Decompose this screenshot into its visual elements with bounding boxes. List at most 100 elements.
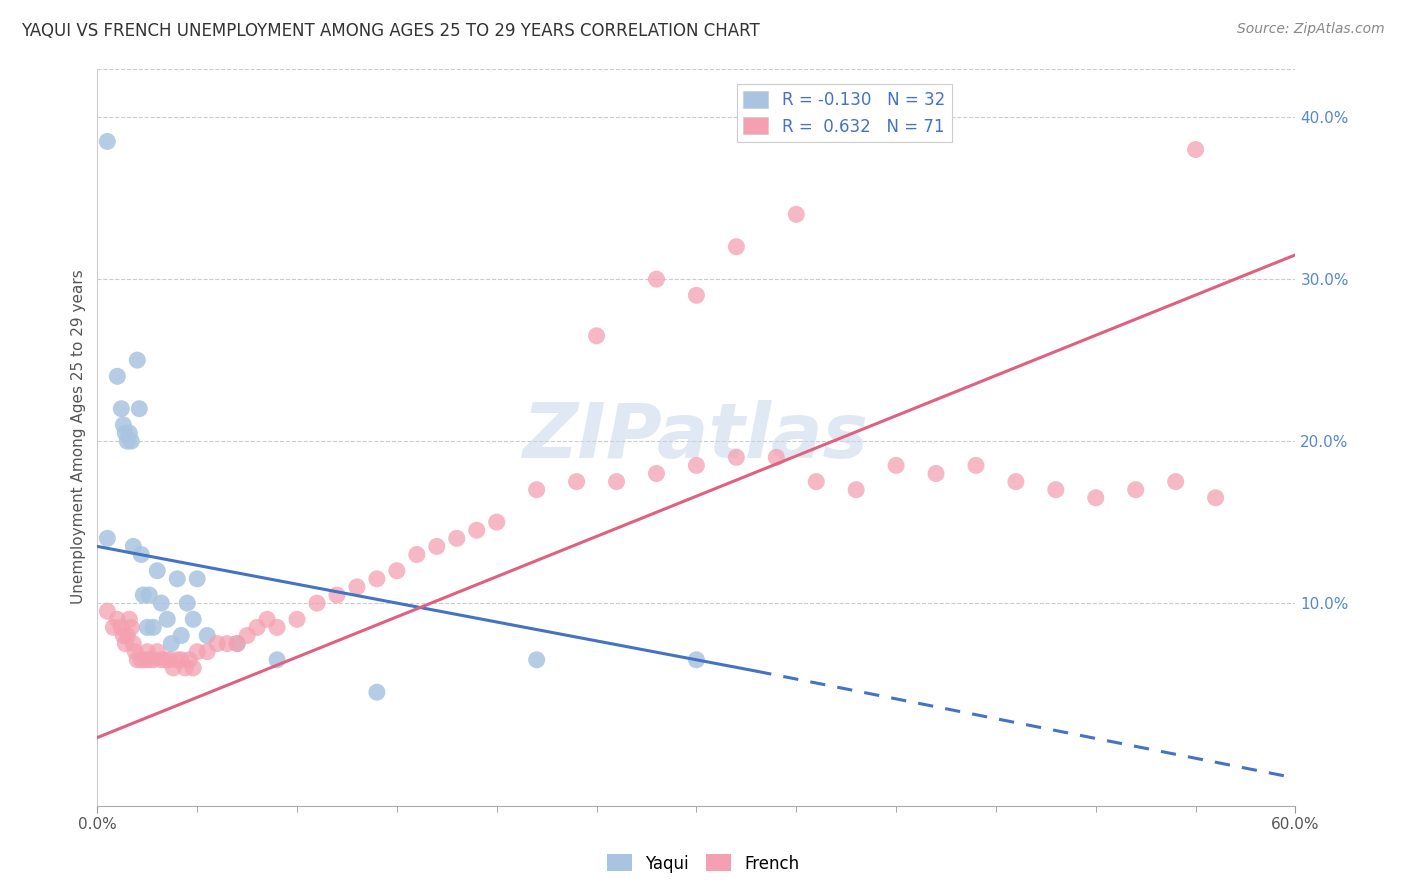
Point xyxy=(129,653,152,667)
Legend: R = -0.130   N = 32, R =  0.632   N = 71: R = -0.130 N = 32, R = 0.632 N = 71 xyxy=(737,84,952,142)
Point xyxy=(346,580,368,594)
Point xyxy=(526,483,548,497)
Point xyxy=(136,645,159,659)
Text: YAQUI VS FRENCH UNEMPLOYMENT AMONG AGES 25 TO 29 YEARS CORRELATION CHART: YAQUI VS FRENCH UNEMPLOYMENT AMONG AGES … xyxy=(21,22,759,40)
Point xyxy=(105,369,128,384)
Point xyxy=(181,612,204,626)
Point xyxy=(1205,491,1227,505)
Point xyxy=(405,548,427,562)
Point xyxy=(884,458,907,473)
Point xyxy=(526,653,548,667)
Point xyxy=(166,572,188,586)
Text: ZIPatlas: ZIPatlas xyxy=(523,400,869,474)
Text: Source: ZipAtlas.com: Source: ZipAtlas.com xyxy=(1237,22,1385,37)
Point xyxy=(96,531,118,545)
Point xyxy=(146,564,169,578)
Point xyxy=(118,425,141,440)
Point xyxy=(160,637,183,651)
Point xyxy=(606,475,628,489)
Point xyxy=(146,645,169,659)
Point xyxy=(136,620,159,634)
Point xyxy=(226,637,249,651)
Point xyxy=(426,540,449,554)
Point xyxy=(110,401,132,416)
Point xyxy=(645,467,668,481)
Point xyxy=(446,531,468,545)
Point xyxy=(122,540,145,554)
Point xyxy=(485,515,508,529)
Point xyxy=(765,450,787,465)
Point xyxy=(305,596,328,610)
Point xyxy=(236,628,259,642)
Point xyxy=(132,588,155,602)
Point xyxy=(118,612,141,626)
Point xyxy=(385,564,408,578)
Point xyxy=(96,604,118,618)
Point xyxy=(120,620,142,634)
Point xyxy=(120,434,142,449)
Point xyxy=(179,653,201,667)
Point xyxy=(1125,483,1147,497)
Point xyxy=(217,637,239,651)
Point xyxy=(186,645,208,659)
Point xyxy=(166,653,188,667)
Legend: Yaqui, French: Yaqui, French xyxy=(600,847,806,880)
Point xyxy=(117,434,139,449)
Point xyxy=(685,288,707,302)
Point xyxy=(465,523,488,537)
Point xyxy=(162,661,184,675)
Point xyxy=(170,653,193,667)
Point xyxy=(138,588,160,602)
Point xyxy=(122,637,145,651)
Point xyxy=(156,612,179,626)
Point xyxy=(965,458,987,473)
Point xyxy=(157,653,180,667)
Point xyxy=(186,572,208,586)
Point xyxy=(266,653,288,667)
Point xyxy=(128,401,150,416)
Point xyxy=(565,475,588,489)
Point xyxy=(110,620,132,634)
Point xyxy=(806,475,828,489)
Point xyxy=(785,207,807,221)
Point xyxy=(124,645,146,659)
Point xyxy=(150,596,173,610)
Point xyxy=(925,467,948,481)
Point xyxy=(176,596,198,610)
Point xyxy=(155,653,177,667)
Point xyxy=(181,661,204,675)
Point xyxy=(1084,491,1107,505)
Point xyxy=(725,240,748,254)
Point xyxy=(266,620,288,634)
Point xyxy=(96,135,118,149)
Y-axis label: Unemployment Among Ages 25 to 29 years: Unemployment Among Ages 25 to 29 years xyxy=(72,269,86,605)
Point xyxy=(1184,143,1206,157)
Point xyxy=(114,637,136,651)
Point xyxy=(585,328,607,343)
Point xyxy=(205,637,228,651)
Point xyxy=(127,353,149,368)
Point xyxy=(1005,475,1028,489)
Point xyxy=(170,628,193,642)
Point xyxy=(134,653,156,667)
Point xyxy=(685,653,707,667)
Point xyxy=(142,653,165,667)
Point xyxy=(142,620,165,634)
Point xyxy=(129,548,152,562)
Point xyxy=(127,653,149,667)
Point xyxy=(138,653,160,667)
Point xyxy=(256,612,278,626)
Point xyxy=(174,661,197,675)
Point xyxy=(725,450,748,465)
Point xyxy=(326,588,349,602)
Point xyxy=(246,620,269,634)
Point xyxy=(685,458,707,473)
Point xyxy=(103,620,125,634)
Point xyxy=(366,572,388,586)
Point xyxy=(114,425,136,440)
Point xyxy=(285,612,308,626)
Point xyxy=(1045,483,1067,497)
Point xyxy=(150,653,173,667)
Point xyxy=(195,645,218,659)
Point xyxy=(105,612,128,626)
